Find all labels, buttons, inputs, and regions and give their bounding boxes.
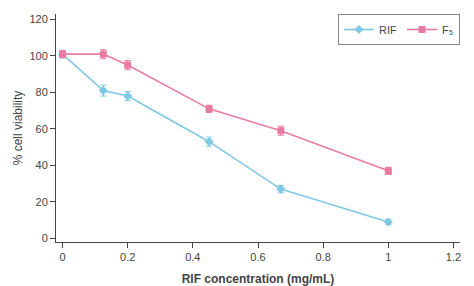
svg-text:0.8: 0.8 [316,251,331,263]
svg-text:RIF: RIF [379,24,397,36]
svg-text:0.6: 0.6 [250,251,265,263]
svg-text:1.2: 1.2 [446,251,461,263]
svg-text:0.4: 0.4 [185,251,200,263]
svg-text:120: 120 [29,13,47,25]
svg-text:100: 100 [29,50,47,62]
svg-text:40: 40 [36,159,48,171]
svg-text:0: 0 [59,251,65,263]
svg-text:% cell viability: % cell viability [11,91,25,166]
svg-text:20: 20 [36,196,48,208]
svg-text:80: 80 [36,86,48,98]
svg-text:F₅: F₅ [442,24,453,36]
svg-text:0.2: 0.2 [120,251,135,263]
svg-text:RIF concentration (mg/mL): RIF concentration (mg/mL) [182,272,335,286]
svg-text:60: 60 [36,123,48,135]
svg-text:0: 0 [42,232,48,244]
svg-text:1: 1 [385,251,391,263]
